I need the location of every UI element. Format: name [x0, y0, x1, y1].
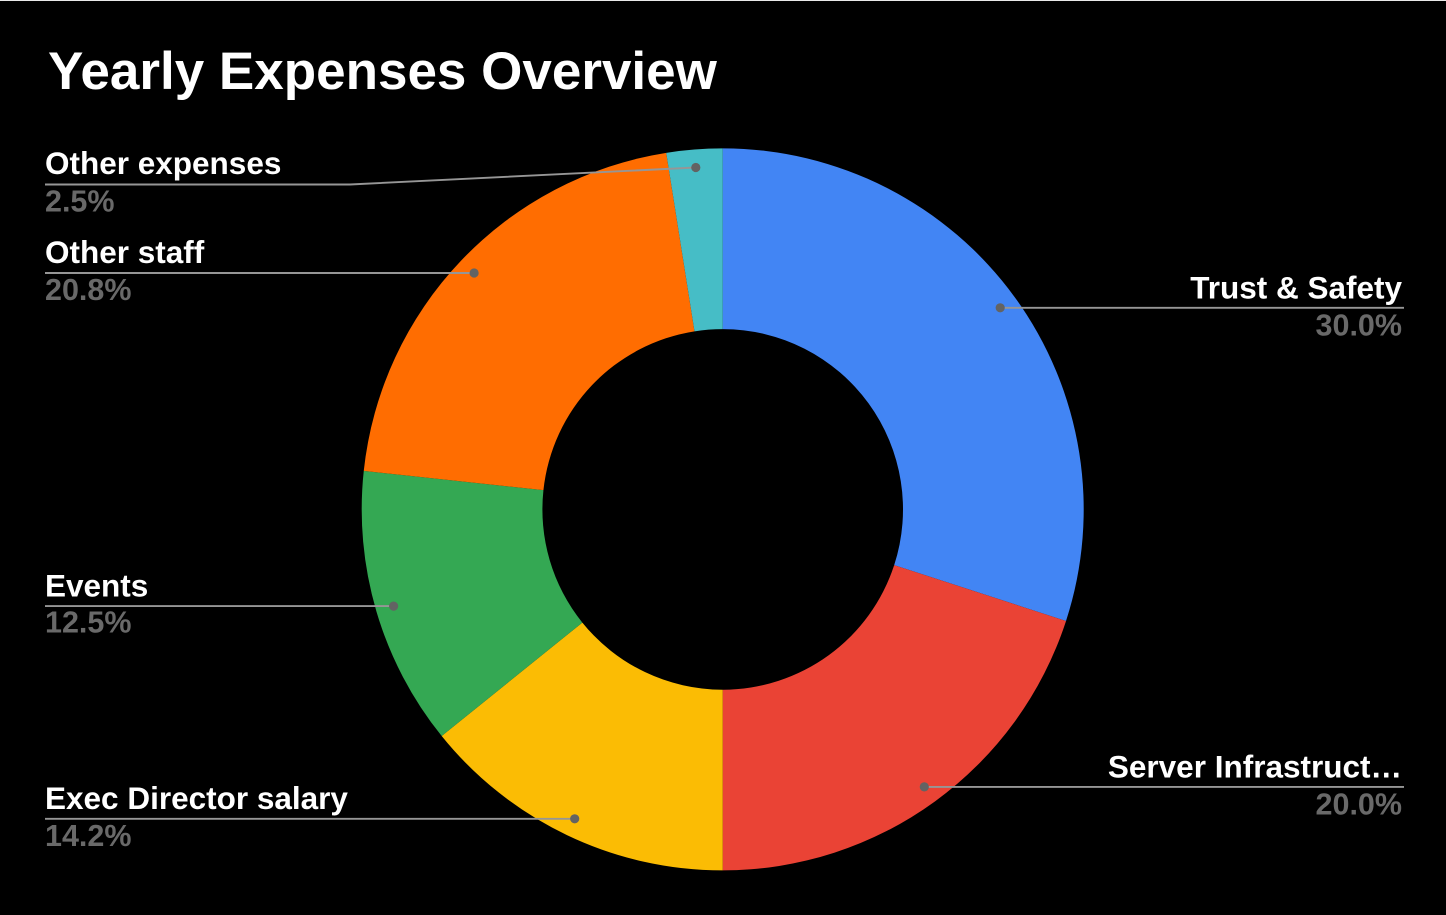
svg-text:Trust & Safety: Trust & Safety — [1190, 269, 1402, 305]
svg-text:Other expenses: Other expenses — [45, 145, 281, 181]
svg-text:Yearly Expenses Overview: Yearly Expenses Overview — [48, 42, 718, 101]
svg-text:14.2%: 14.2% — [45, 819, 131, 853]
svg-text:30.0%: 30.0% — [1316, 308, 1402, 342]
svg-text:Events: Events — [45, 568, 148, 604]
svg-text:Exec Director salary: Exec Director salary — [45, 780, 348, 816]
svg-text:Other staff: Other staff — [45, 234, 205, 270]
svg-text:12.5%: 12.5% — [45, 606, 131, 640]
svg-text:20.8%: 20.8% — [45, 273, 131, 307]
svg-text:Server Infrastruct…: Server Infrastruct… — [1108, 748, 1402, 784]
svg-text:2.5%: 2.5% — [45, 185, 115, 219]
svg-text:20.0%: 20.0% — [1316, 787, 1402, 821]
